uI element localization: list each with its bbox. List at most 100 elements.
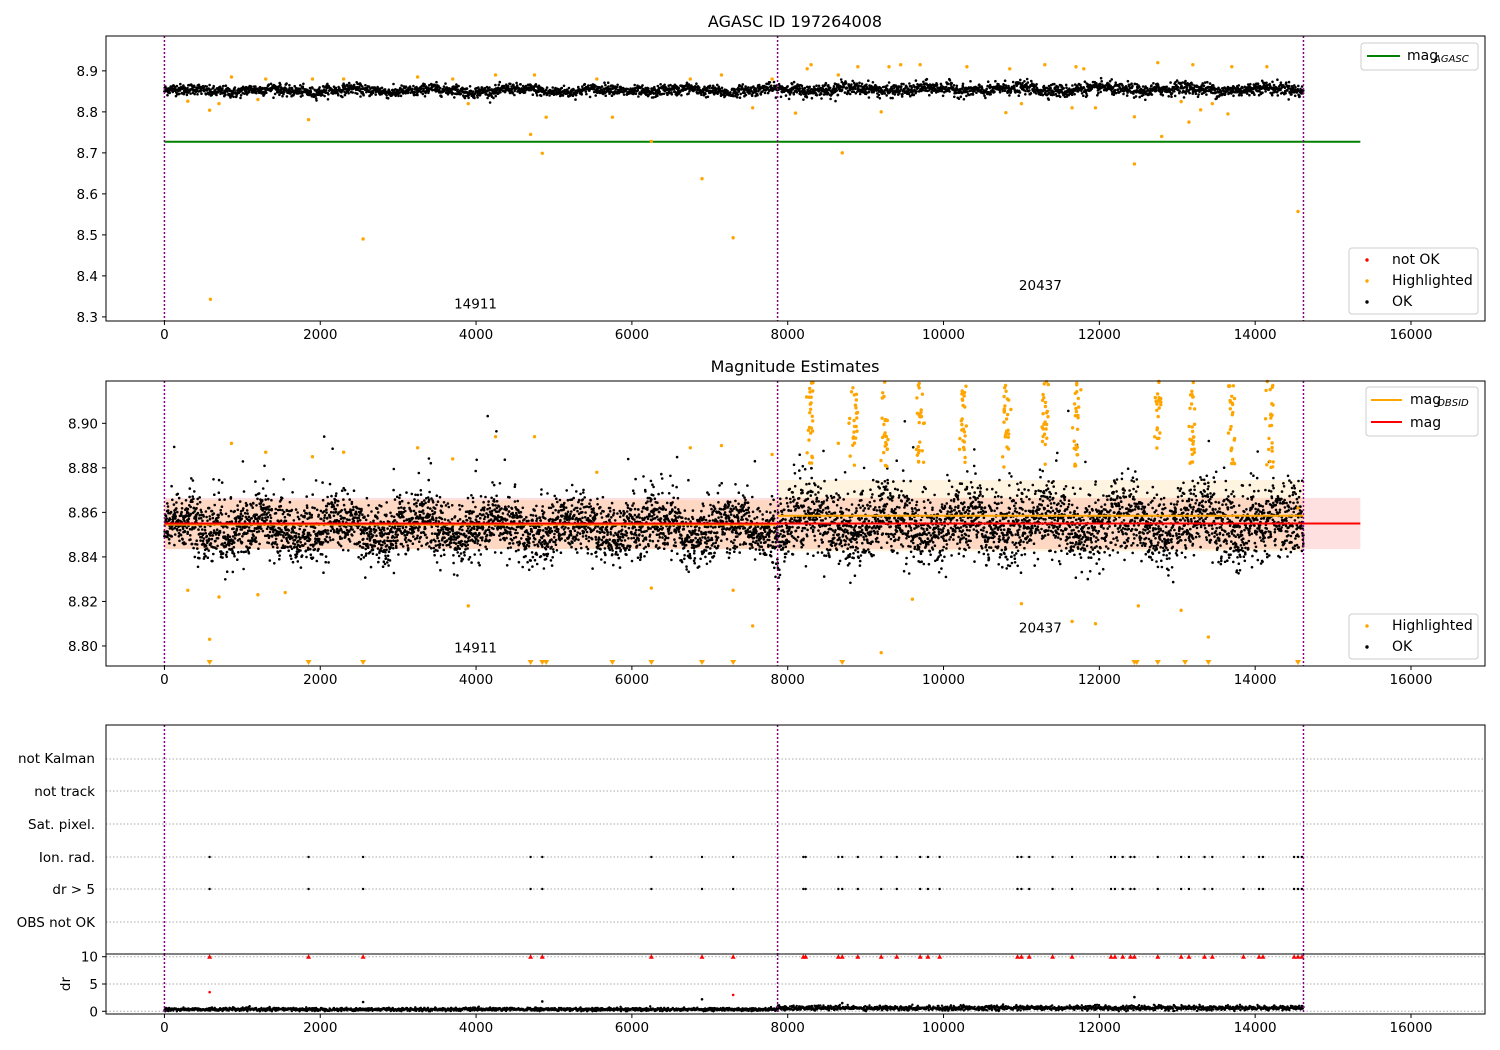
ok-point (303, 542, 307, 545)
ok-point (212, 552, 215, 556)
ok-point (257, 547, 260, 550)
panel2-title: Magnitude Estimates (711, 357, 880, 376)
ok-point (222, 531, 226, 534)
ok-point (217, 513, 220, 517)
x-tick-label: 14000 (1234, 327, 1277, 343)
ok-point (309, 90, 313, 94)
ok-point (366, 546, 370, 549)
ok-point (656, 94, 659, 98)
ok-point (1284, 91, 1287, 95)
ok-point (168, 518, 172, 521)
ok-point (245, 93, 249, 96)
highlighted-point (264, 77, 268, 81)
ok-point (194, 515, 198, 519)
ok-point (294, 508, 298, 511)
ok-point (580, 93, 583, 96)
ok-point (257, 492, 261, 495)
ok-point (303, 514, 306, 518)
ok-point (494, 94, 498, 98)
ok-point (310, 516, 314, 519)
ok-point (457, 84, 460, 88)
ok-point (878, 96, 882, 100)
ok-point (322, 519, 326, 522)
ok-point (317, 547, 320, 551)
ok-point (779, 95, 783, 99)
ok-point (413, 91, 417, 94)
ok-point (1012, 84, 1016, 88)
ok-point (634, 92, 638, 95)
ok-point (203, 525, 207, 529)
ok-point (1058, 95, 1062, 99)
ok-point (211, 516, 215, 520)
ok-point (1018, 91, 1022, 94)
ok-point (902, 82, 905, 86)
ok-point (952, 84, 956, 87)
ok-point (268, 505, 271, 508)
ok-point (969, 80, 972, 83)
ok-point (900, 85, 903, 88)
ok-point (241, 535, 244, 538)
ok-point (208, 515, 211, 518)
ok-point (978, 83, 981, 87)
ok-point (241, 514, 244, 518)
ok-point (224, 84, 228, 87)
ok-point (268, 513, 272, 517)
ok-point (615, 85, 619, 89)
ok-point (1176, 85, 1180, 89)
ok-point (1001, 89, 1004, 93)
ok-point (1293, 94, 1297, 98)
ok-point (271, 545, 275, 549)
ok-point (341, 95, 344, 99)
ok-point (236, 558, 239, 561)
ok-point (313, 548, 317, 551)
highlighted-point (1093, 106, 1098, 110)
ok-point (290, 547, 294, 551)
ok-point (560, 86, 564, 90)
ok-point (790, 82, 794, 86)
ok-point (792, 92, 796, 96)
ok-point (606, 81, 610, 84)
ok-point (1191, 83, 1194, 86)
ok-point (1264, 90, 1267, 93)
ok-point (456, 88, 460, 91)
ok-point (1047, 98, 1050, 101)
ok-point (228, 541, 231, 545)
ok-point (1287, 80, 1291, 84)
ok-point (308, 538, 312, 541)
ok-point (850, 83, 853, 86)
ok-point (298, 527, 302, 531)
ok-point (302, 82, 305, 86)
ok-point (834, 99, 837, 103)
ok-point (255, 504, 258, 507)
ok-point (264, 494, 268, 498)
ok-point (352, 519, 356, 523)
ok-point (292, 519, 296, 522)
ok-point (305, 555, 308, 559)
highlighted-point (1159, 134, 1164, 139)
ok-point (626, 87, 630, 91)
ok-point (246, 531, 249, 535)
ok-point (954, 91, 958, 95)
ok-point (1026, 81, 1030, 84)
ok-point (168, 91, 171, 95)
ok-point (369, 565, 373, 569)
ok-point (295, 555, 298, 558)
ok-point (299, 541, 303, 544)
ok-point (262, 503, 265, 507)
ok-point (1126, 79, 1130, 83)
ok-point (340, 509, 344, 512)
ok-point (622, 93, 626, 96)
ok-point (1253, 93, 1256, 96)
ok-point (221, 526, 225, 529)
highlighted-point (731, 236, 735, 240)
ok-point (251, 506, 254, 510)
ok-point (171, 498, 174, 502)
ok-point (303, 509, 306, 512)
ok-point (747, 86, 750, 89)
ok-point (845, 86, 849, 89)
ok-point (304, 549, 308, 552)
ok-point (276, 546, 279, 549)
ok-point (604, 94, 607, 97)
ok-point (188, 495, 191, 499)
ok-point (279, 533, 282, 536)
